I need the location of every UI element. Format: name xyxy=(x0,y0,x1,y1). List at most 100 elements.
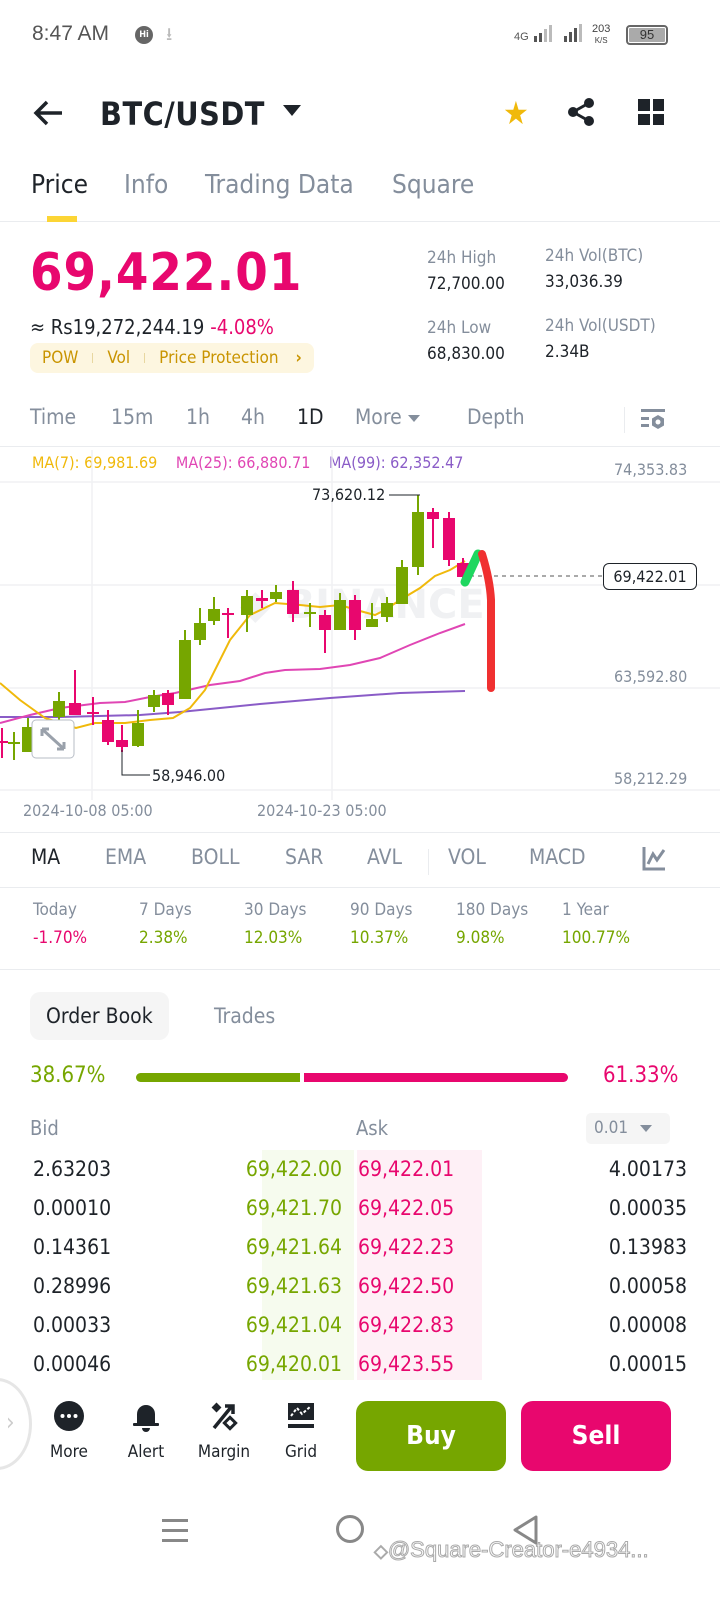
low-marker: 58,946.00 xyxy=(152,766,225,785)
favorite-star-icon[interactable]: ★ xyxy=(503,94,529,132)
ask-price: 69,422.23 xyxy=(358,1235,455,1259)
orderbook-row[interactable]: 0.00033 69,421.04 69,422.83 0.00008 xyxy=(0,1306,720,1345)
drawn-up-stroke xyxy=(460,549,483,587)
home-icon[interactable] xyxy=(336,1515,364,1543)
chart-settings-icon[interactable] xyxy=(640,407,666,437)
interval-1d[interactable]: 1D xyxy=(297,405,324,429)
action-grid[interactable]: Grid xyxy=(271,1400,331,1462)
indicator-macd[interactable]: MACD xyxy=(529,845,586,869)
action-margin[interactable]: Margin xyxy=(194,1400,254,1462)
action-alert[interactable]: Alert xyxy=(116,1400,176,1462)
signal-icon xyxy=(533,24,582,42)
indicator-avl[interactable]: AVL xyxy=(367,845,403,869)
share-icon[interactable] xyxy=(566,97,596,131)
indicator-ma[interactable]: MA xyxy=(31,845,61,869)
current-price-label: 69,422.01 xyxy=(603,563,697,590)
recent-apps-icon[interactable] xyxy=(162,1517,188,1547)
chevron-right-icon[interactable]: › xyxy=(6,1408,15,1436)
stat-24h-low: 24h Low 68,830.00 xyxy=(427,318,505,364)
performance-stats: Today -1.70% 7 Days 2.38% 30 Days 12.03% 90… xyxy=(0,900,720,970)
change-percent: -4.08% xyxy=(210,315,274,339)
back-nav-icon[interactable] xyxy=(512,1515,538,1549)
indicator-vol[interactable]: VOL xyxy=(448,845,486,869)
buy-button[interactable]: Buy xyxy=(356,1401,506,1471)
ask-qty: 0.00015 xyxy=(608,1352,687,1376)
interval-4h[interactable]: 4h xyxy=(241,405,265,429)
interval-depth[interactable]: Depth xyxy=(467,405,525,429)
stat-24h-vol-usdt: 24h Vol(USDT) 2.34B xyxy=(545,316,656,362)
pair-title[interactable]: BTC/USDT xyxy=(100,95,265,133)
precision-select[interactable]: 0.01 xyxy=(586,1113,670,1144)
bid-price: 69,421.64 xyxy=(245,1235,342,1259)
orderbook-row[interactable]: 0.28996 69,421.63 69,422.50 0.00058 xyxy=(0,1267,720,1306)
interval-time[interactable]: Time xyxy=(30,405,77,429)
bid-price: 69,422.00 xyxy=(245,1157,342,1181)
tab-trading-data[interactable]: Trading Data xyxy=(205,170,354,200)
ask-bar xyxy=(304,1073,568,1082)
bid-percent: 38.67% xyxy=(30,1063,106,1088)
last-price: 69,422.01 xyxy=(30,243,303,303)
indicator-ema[interactable]: EMA xyxy=(105,845,147,869)
layout-grid-icon[interactable] xyxy=(638,99,664,125)
status-bar: 8:47 AM Hi ⭳ 4G 203 K/S 95 xyxy=(0,0,720,70)
indicator-sar[interactable]: SAR xyxy=(285,845,324,869)
ask-price: 69,422.05 xyxy=(358,1196,455,1220)
watermark: ◇@Square-Creator-e4934... xyxy=(374,1537,650,1563)
tag-pow: POW xyxy=(42,348,79,368)
action-more[interactable]: More xyxy=(39,1400,99,1462)
ask-qty: 0.00008 xyxy=(608,1313,687,1337)
ask-percent: 61.33% xyxy=(603,1063,679,1088)
ask-price: 69,422.01 xyxy=(358,1157,455,1181)
tab-info[interactable]: Info xyxy=(124,170,169,200)
bid-price: 69,421.04 xyxy=(245,1313,342,1337)
percent-icon xyxy=(211,1402,238,1431)
indicator-boll[interactable]: BOLL xyxy=(191,845,240,869)
download-icon: ⭳ xyxy=(166,24,173,45)
tab-price[interactable]: Price xyxy=(31,170,89,200)
tags-bar[interactable]: POW Vol Price Protection › xyxy=(30,343,314,373)
pair-dropdown-icon[interactable] xyxy=(283,105,301,116)
hd-icon: Hi xyxy=(135,26,153,44)
orderbook-row[interactable]: 0.00046 69,420.01 69,423.55 0.00015 xyxy=(0,1345,720,1384)
interval-15m[interactable]: 15m xyxy=(111,405,154,429)
indicator-settings-icon[interactable] xyxy=(642,845,666,875)
x-axis-label-1: 2024-10-08 05:00 xyxy=(23,801,153,820)
back-arrow-icon[interactable] xyxy=(32,99,64,131)
ask-depth-bg xyxy=(357,1150,482,1380)
bid-qty: 0.14361 xyxy=(33,1235,112,1259)
caret-down-icon xyxy=(407,414,420,422)
fiat-price: ≈ Rs19,272,244.19 -4.08% xyxy=(30,315,274,339)
candlestick-chart[interactable]: ◆ BINANCE 73,620.12 58,946.00 xyxy=(0,450,720,830)
orderbook-row[interactable]: 0.00010 69,421.70 69,422.05 0.00035 xyxy=(0,1189,720,1228)
tab-trades[interactable]: Trades xyxy=(214,1004,276,1028)
indicator-bar: MA EMA BOLL SAR AVL VOL MACD xyxy=(0,832,720,888)
bid-qty: 0.00046 xyxy=(33,1352,112,1376)
stat-24h-vol-btc: 24h Vol(BTC) 33,036.39 xyxy=(545,246,644,292)
active-tab-indicator xyxy=(47,216,77,222)
tab-order-book[interactable]: Order Book xyxy=(30,992,169,1040)
interval-more[interactable]: More xyxy=(355,405,420,429)
ask-price: 69,423.55 xyxy=(358,1352,455,1376)
caret-down-icon xyxy=(640,1124,653,1132)
ma-legend: MA(7): 69,981.69 MA(25): 66,880.71 MA(99… xyxy=(32,453,463,472)
orderbook-row[interactable]: 0.14361 69,421.64 69,422.23 0.13983 xyxy=(0,1228,720,1267)
drawn-down-stroke xyxy=(478,550,495,692)
chevron-right-icon: › xyxy=(295,348,302,368)
bid-qty: 0.00033 xyxy=(33,1313,112,1337)
bottom-action-bar: More Alert Margin Grid Buy Sell xyxy=(0,1400,720,1480)
bid-depth-bg xyxy=(262,1150,354,1380)
bid-price: 69,421.70 xyxy=(245,1196,342,1220)
ask-qty: 0.00058 xyxy=(608,1274,687,1298)
tab-square[interactable]: Square xyxy=(392,170,475,200)
system-nav-bar: ◇@Square-Creator-e4934... xyxy=(0,1500,720,1612)
sell-button[interactable]: Sell xyxy=(521,1401,671,1471)
ask-price: 69,422.83 xyxy=(358,1313,455,1337)
high-marker: 73,620.12 xyxy=(312,485,385,504)
ask-label: Ask xyxy=(356,1116,389,1140)
interval-1h[interactable]: 1h xyxy=(186,405,210,429)
ma7-value: MA(7): 69,981.69 xyxy=(32,453,158,472)
header: BTC/USDT ★ xyxy=(0,85,720,145)
stat-24h-high: 24h High 72,700.00 xyxy=(427,248,505,294)
orderbook-row[interactable]: 2.63203 69,422.00 69,422.01 4.00173 xyxy=(0,1150,720,1189)
svg-text:◆ BINANCE: ◆ BINANCE xyxy=(240,582,485,628)
